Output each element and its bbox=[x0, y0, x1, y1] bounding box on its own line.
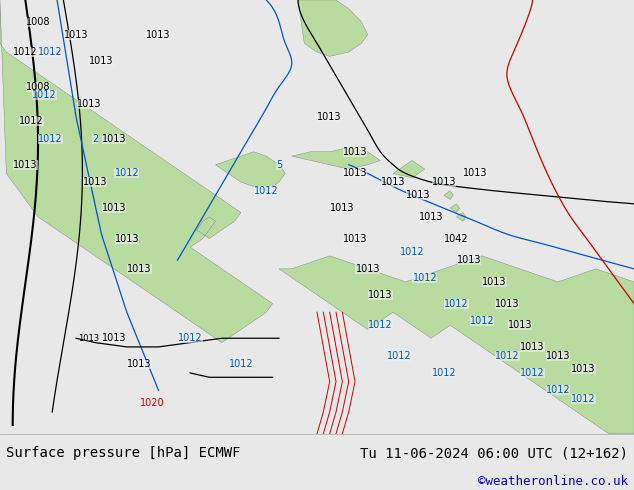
Text: 5: 5 bbox=[276, 160, 282, 170]
Text: 1012: 1012 bbox=[521, 368, 545, 378]
Text: 1013: 1013 bbox=[381, 177, 405, 187]
Text: 1013: 1013 bbox=[343, 169, 367, 178]
Polygon shape bbox=[393, 160, 425, 178]
Text: 1013: 1013 bbox=[102, 203, 126, 213]
Text: 1013: 1013 bbox=[482, 277, 507, 287]
Text: 1012: 1012 bbox=[571, 394, 595, 404]
Text: 1013: 1013 bbox=[102, 134, 126, 144]
Text: 1013: 1013 bbox=[432, 177, 456, 187]
Text: 1013: 1013 bbox=[330, 203, 354, 213]
Text: 1013: 1013 bbox=[78, 334, 100, 343]
Text: 1013: 1013 bbox=[419, 212, 443, 222]
Text: 1013: 1013 bbox=[127, 264, 152, 274]
Text: 1013: 1013 bbox=[13, 160, 37, 170]
Text: 1008: 1008 bbox=[26, 82, 50, 92]
Polygon shape bbox=[444, 191, 453, 199]
Text: ©weatheronline.co.uk: ©weatheronline.co.uk bbox=[477, 475, 628, 488]
Text: 1013: 1013 bbox=[368, 290, 392, 300]
Text: 1013: 1013 bbox=[83, 177, 107, 187]
Text: 1012: 1012 bbox=[13, 47, 37, 57]
Text: 1013: 1013 bbox=[546, 350, 570, 361]
Text: 1012: 1012 bbox=[229, 359, 253, 369]
Text: 1013: 1013 bbox=[521, 342, 545, 352]
Text: 1012: 1012 bbox=[444, 298, 469, 309]
Text: 1013: 1013 bbox=[64, 30, 88, 40]
Text: 1008: 1008 bbox=[26, 17, 50, 26]
Text: 1012: 1012 bbox=[400, 246, 424, 257]
Text: 1013: 1013 bbox=[571, 364, 595, 373]
Text: 1013: 1013 bbox=[495, 298, 519, 309]
Polygon shape bbox=[450, 204, 460, 213]
Text: 1012: 1012 bbox=[368, 320, 392, 330]
Polygon shape bbox=[431, 178, 441, 187]
Text: Tu 11-06-2024 06:00 UTC (12+162): Tu 11-06-2024 06:00 UTC (12+162) bbox=[359, 446, 628, 461]
Text: 1013: 1013 bbox=[89, 56, 113, 66]
Text: 1012: 1012 bbox=[32, 90, 56, 100]
Text: 1013: 1013 bbox=[146, 30, 171, 40]
Text: 1012: 1012 bbox=[387, 350, 411, 361]
Polygon shape bbox=[216, 152, 285, 191]
Text: 1013: 1013 bbox=[356, 264, 380, 274]
Polygon shape bbox=[292, 147, 380, 169]
Text: 1012: 1012 bbox=[39, 134, 63, 144]
Text: 1013: 1013 bbox=[508, 320, 532, 330]
Text: 1012: 1012 bbox=[495, 350, 519, 361]
Polygon shape bbox=[298, 0, 368, 56]
Text: 1013: 1013 bbox=[77, 99, 101, 109]
Text: 1013: 1013 bbox=[102, 333, 126, 343]
Text: 1012: 1012 bbox=[254, 186, 278, 196]
Text: 1013: 1013 bbox=[127, 359, 152, 369]
Polygon shape bbox=[0, 0, 273, 343]
Text: 1013: 1013 bbox=[343, 147, 367, 157]
Text: 1012: 1012 bbox=[115, 169, 139, 178]
Text: 2: 2 bbox=[92, 134, 98, 144]
Text: 1013: 1013 bbox=[343, 234, 367, 244]
Text: 1013: 1013 bbox=[115, 234, 139, 244]
Text: 1012: 1012 bbox=[546, 385, 570, 395]
Text: 1013: 1013 bbox=[457, 255, 481, 265]
Text: 1013: 1013 bbox=[463, 169, 488, 178]
Text: 1012: 1012 bbox=[432, 368, 456, 378]
Polygon shape bbox=[456, 213, 466, 221]
Text: 1013: 1013 bbox=[406, 190, 430, 200]
Text: 1012: 1012 bbox=[470, 316, 494, 326]
Text: 1020: 1020 bbox=[140, 398, 164, 408]
Polygon shape bbox=[279, 256, 634, 434]
Text: 1013: 1013 bbox=[318, 112, 342, 122]
Text: Surface pressure [hPa] ECMWF: Surface pressure [hPa] ECMWF bbox=[6, 446, 241, 461]
Text: 1042: 1042 bbox=[444, 234, 469, 244]
Text: 1012: 1012 bbox=[20, 117, 44, 126]
Text: 1012: 1012 bbox=[413, 272, 437, 283]
Text: 1012: 1012 bbox=[178, 333, 202, 343]
Text: 1012: 1012 bbox=[39, 47, 63, 57]
